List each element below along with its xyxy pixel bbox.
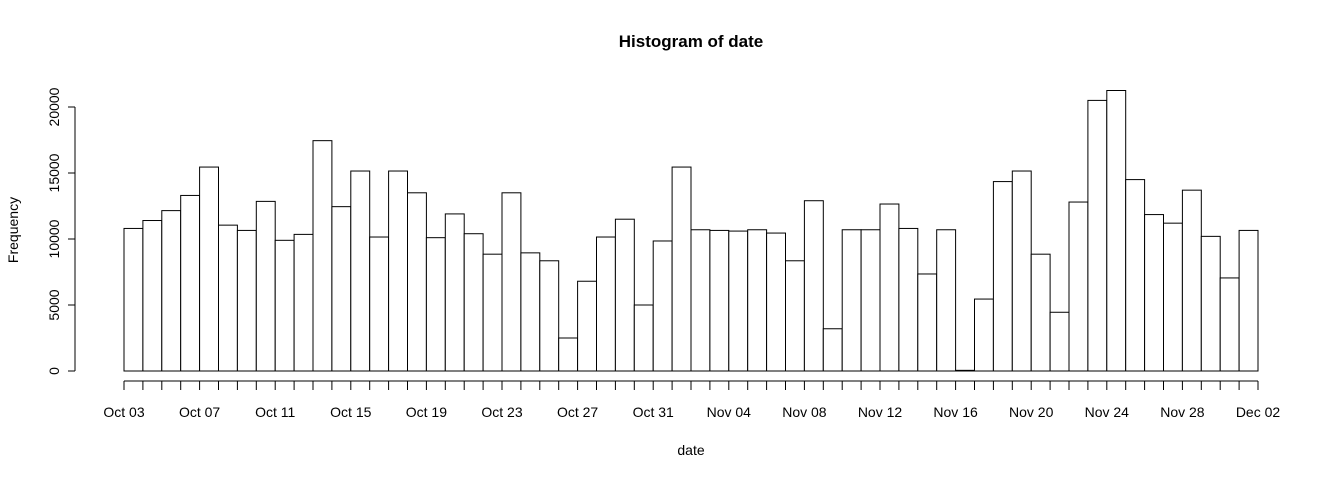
x-tick-label: Nov 24 bbox=[1085, 404, 1130, 420]
histogram-bar bbox=[123, 227, 144, 372]
chart-title: Histogram of date bbox=[619, 32, 764, 51]
histogram-bar bbox=[596, 236, 616, 372]
x-tick-label: Nov 08 bbox=[782, 404, 827, 420]
histogram-bar bbox=[1030, 253, 1051, 372]
x-tick-label: Oct 19 bbox=[406, 404, 447, 420]
histogram-bar bbox=[388, 170, 409, 372]
histogram-bar bbox=[747, 229, 768, 372]
histogram-bar bbox=[728, 230, 749, 372]
histogram-bar bbox=[671, 166, 692, 372]
histogram-bar bbox=[1238, 229, 1259, 372]
y-axis: 0 5000 10000 15000 20000 bbox=[46, 87, 76, 375]
histogram-bar bbox=[1068, 201, 1089, 372]
histogram-bar bbox=[199, 166, 220, 372]
histogram-bar bbox=[293, 233, 314, 372]
histogram-bar bbox=[539, 260, 560, 372]
histogram-bar bbox=[709, 229, 730, 372]
histogram-bar bbox=[558, 337, 579, 372]
histogram-bar bbox=[1144, 214, 1164, 372]
histogram-bar bbox=[936, 229, 957, 372]
histogram-bar bbox=[444, 213, 465, 372]
x-tick-label: Oct 15 bbox=[330, 404, 371, 420]
histogram-bar bbox=[785, 260, 805, 372]
x-tick-label: Oct 27 bbox=[557, 404, 598, 420]
histogram-bar bbox=[463, 233, 484, 372]
histogram-bar bbox=[803, 200, 824, 372]
histogram-bar bbox=[218, 224, 238, 372]
histogram-bar bbox=[142, 220, 163, 372]
histogram-bar bbox=[577, 280, 597, 372]
histogram-bar bbox=[369, 236, 390, 372]
histogram-bar bbox=[407, 192, 427, 372]
x-tick-label: Nov 28 bbox=[1160, 404, 1205, 420]
bars-group bbox=[123, 90, 1259, 372]
histogram-bar bbox=[1200, 235, 1221, 372]
histogram-bar bbox=[425, 237, 446, 372]
y-tick-label: 5000 bbox=[46, 289, 62, 320]
histogram-bar bbox=[350, 170, 371, 372]
x-tick-label: Oct 03 bbox=[103, 404, 144, 420]
x-tick-label: Oct 07 bbox=[179, 404, 220, 420]
histogram-bar bbox=[1219, 277, 1240, 372]
histogram-bar bbox=[1087, 99, 1108, 372]
x-tick-label: Nov 20 bbox=[1009, 404, 1054, 420]
histogram-bar bbox=[1106, 90, 1127, 372]
histogram-bar bbox=[1163, 222, 1183, 372]
histogram-bar bbox=[1125, 179, 1146, 372]
histogram-bar bbox=[331, 206, 352, 372]
histogram-bar bbox=[992, 181, 1013, 372]
x-axis: Oct 03 Oct 07 Oct 11 Oct 15 Oct 19 Oct 23 Oct … bbox=[103, 380, 1281, 420]
histogram-bar bbox=[917, 273, 938, 372]
x-tick-label: Nov 04 bbox=[707, 404, 752, 420]
x-tick-label: Dec 02 bbox=[1236, 404, 1281, 420]
histogram-bar bbox=[955, 369, 975, 372]
y-tick-label: 15000 bbox=[46, 153, 62, 192]
histogram-bar bbox=[312, 140, 333, 372]
x-axis-title: date bbox=[677, 442, 704, 458]
x-tick-label: Oct 23 bbox=[481, 404, 522, 420]
y-axis-title: Frequency bbox=[5, 197, 21, 263]
histogram-bar bbox=[255, 200, 276, 372]
histogram-bar bbox=[766, 232, 786, 372]
histogram-bar bbox=[974, 298, 994, 372]
histogram-bar bbox=[841, 229, 862, 372]
histogram-bar bbox=[236, 229, 257, 372]
histogram-bar bbox=[180, 194, 201, 372]
histogram-bar bbox=[690, 229, 711, 372]
y-tick-label: 20000 bbox=[46, 87, 62, 126]
histogram-bar bbox=[1181, 189, 1202, 372]
y-tick-label: 0 bbox=[46, 367, 62, 375]
histogram-bar bbox=[879, 203, 900, 372]
x-tick-label: Nov 12 bbox=[858, 404, 903, 420]
x-tick-label: Nov 16 bbox=[933, 404, 978, 420]
histogram-bar bbox=[633, 304, 654, 372]
histogram-bar bbox=[822, 328, 843, 372]
histogram-bar bbox=[860, 229, 881, 372]
y-tick-label: 10000 bbox=[46, 219, 62, 258]
histogram-bar bbox=[482, 253, 503, 372]
histogram-bar bbox=[501, 192, 522, 372]
histogram-bar bbox=[161, 210, 182, 372]
histogram-bar bbox=[520, 252, 541, 372]
x-tick-label: Oct 31 bbox=[633, 404, 674, 420]
histogram-bar bbox=[652, 240, 673, 372]
histogram-bar bbox=[1049, 311, 1070, 372]
histogram-bar bbox=[1011, 170, 1032, 372]
x-tick-label: Oct 11 bbox=[255, 404, 295, 420]
histogram-bar bbox=[274, 239, 295, 372]
histogram-bar bbox=[614, 218, 635, 372]
histogram-bar bbox=[898, 227, 919, 372]
